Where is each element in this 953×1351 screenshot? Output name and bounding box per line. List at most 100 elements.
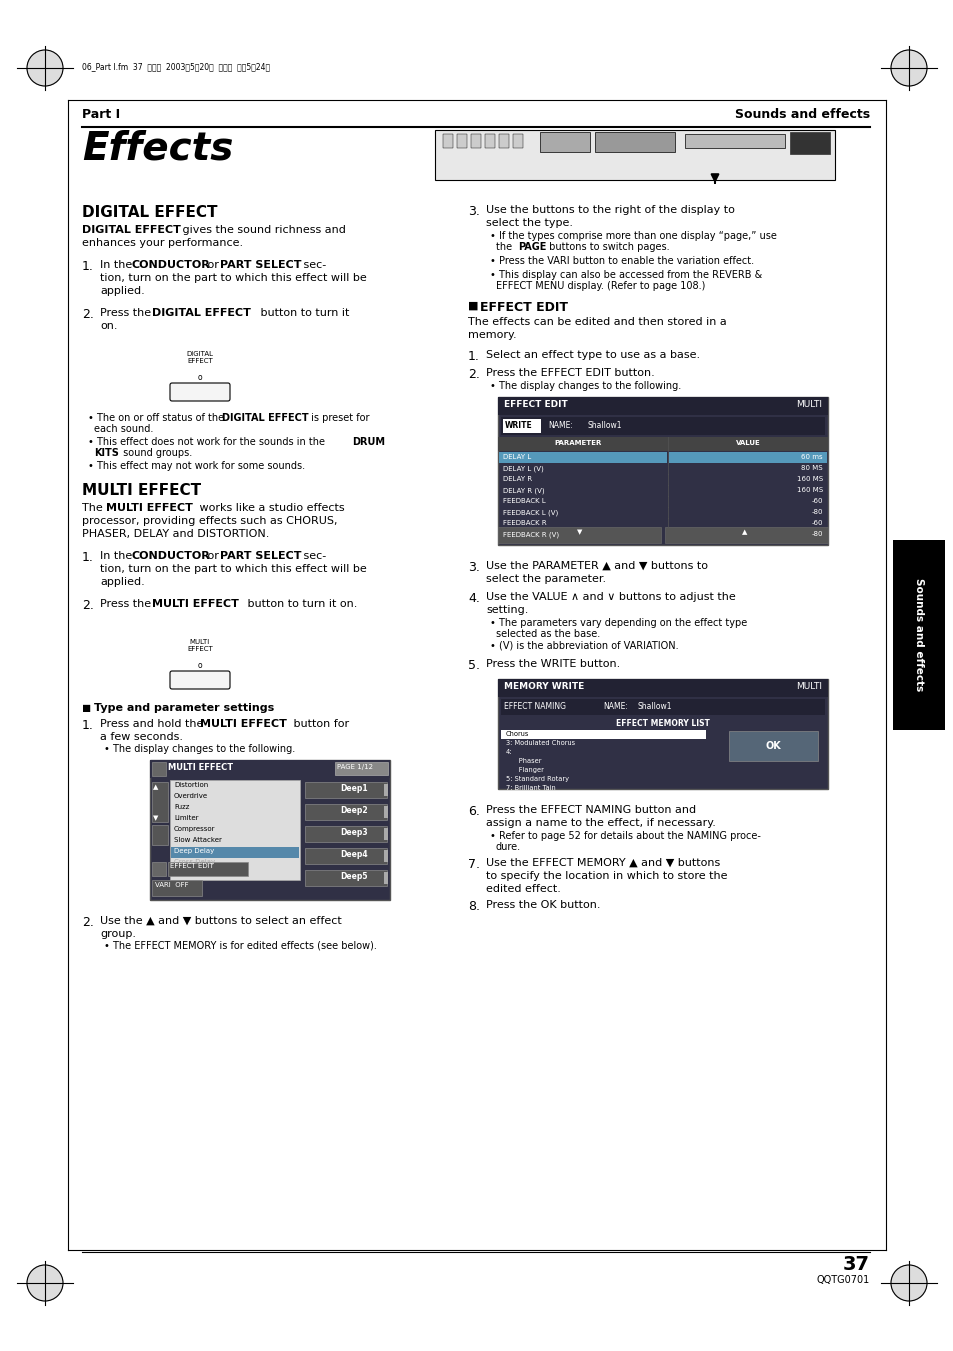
Text: ▲: ▲ <box>741 530 747 535</box>
Bar <box>664 527 827 543</box>
Text: VALUE: VALUE <box>735 440 760 446</box>
Bar <box>892 540 944 730</box>
Text: 60 ms: 60 ms <box>801 454 822 459</box>
Text: DIGITAL EFFECT: DIGITAL EFFECT <box>82 226 181 235</box>
Text: • The EFFECT MEMORY is for edited effects (see below).: • The EFFECT MEMORY is for edited effect… <box>104 942 376 951</box>
Text: 2.: 2. <box>82 598 93 612</box>
Text: Deep5: Deep5 <box>339 871 367 881</box>
Text: the: the <box>496 242 515 253</box>
Text: PHASER, DELAY and DISTORTION.: PHASER, DELAY and DISTORTION. <box>82 530 269 539</box>
Text: 2.: 2. <box>82 916 93 929</box>
Text: to specify the location in which to store the: to specify the location in which to stor… <box>485 871 727 881</box>
Text: 4.: 4. <box>468 592 479 605</box>
Text: enhances your performance.: enhances your performance. <box>82 238 243 249</box>
FancyBboxPatch shape <box>170 382 230 401</box>
Text: selected as the base.: selected as the base. <box>496 630 599 639</box>
Text: Use the EFFECT MEMORY ▲ and ▼ buttons: Use the EFFECT MEMORY ▲ and ▼ buttons <box>485 858 720 867</box>
Text: EFFECT EDIT: EFFECT EDIT <box>503 400 567 409</box>
Text: DIGITAL
EFFECT: DIGITAL EFFECT <box>186 351 213 363</box>
Text: 5.: 5. <box>468 659 479 671</box>
Text: Press the EFFECT EDIT button.: Press the EFFECT EDIT button. <box>485 367 654 378</box>
Text: In the: In the <box>100 551 135 561</box>
Text: button to turn it: button to turn it <box>256 308 349 317</box>
Circle shape <box>890 50 926 86</box>
Bar <box>484 134 495 149</box>
Bar <box>728 731 818 761</box>
Text: ■: ■ <box>468 301 481 311</box>
Bar <box>502 419 540 434</box>
Bar <box>150 761 390 778</box>
Text: • The on or off status of the: • The on or off status of the <box>88 413 227 423</box>
Text: EFFECT EDIT: EFFECT EDIT <box>479 301 567 313</box>
Text: KITS: KITS <box>94 449 119 458</box>
Text: Use the VALUE ∧ and ∨ buttons to adjust the: Use the VALUE ∧ and ∨ buttons to adjust … <box>485 592 735 603</box>
Text: ▲: ▲ <box>152 784 158 790</box>
Text: 37: 37 <box>842 1255 869 1274</box>
Text: • Press the VARI button to enable the variation effect.: • Press the VARI button to enable the va… <box>490 255 753 266</box>
Bar <box>384 784 388 796</box>
Bar <box>305 825 387 842</box>
Text: FEEDBACK R: FEEDBACK R <box>502 520 546 526</box>
Bar <box>384 871 388 884</box>
Text: WRITE: WRITE <box>504 422 532 430</box>
Circle shape <box>890 1265 926 1301</box>
Text: 8: Auto Wah: 8: Auto Wah <box>505 794 546 800</box>
Bar <box>500 730 705 739</box>
Text: Use the buttons to the right of the display to: Use the buttons to the right of the disp… <box>485 205 734 215</box>
Text: sec-: sec- <box>299 551 326 561</box>
Text: -60: -60 <box>811 499 822 504</box>
Text: 4:: 4: <box>505 748 512 755</box>
Text: FEEDBACK L: FEEDBACK L <box>502 499 545 504</box>
Text: DIGITAL EFFECT: DIGITAL EFFECT <box>152 308 251 317</box>
Text: 2.: 2. <box>82 308 93 322</box>
Bar <box>335 762 388 775</box>
Text: PAGE: PAGE <box>517 242 546 253</box>
Bar <box>595 132 675 153</box>
Text: In the: In the <box>100 259 135 270</box>
Bar <box>497 436 827 451</box>
Text: Slow Attacker: Slow Attacker <box>173 838 222 843</box>
Bar <box>305 870 387 886</box>
Bar <box>384 807 388 817</box>
Text: -80: -80 <box>811 531 822 536</box>
Text: Deep2: Deep2 <box>339 807 367 815</box>
Text: MULTI: MULTI <box>795 400 821 409</box>
Text: Press the OK button.: Press the OK button. <box>485 900 599 911</box>
Bar <box>384 828 388 840</box>
Text: Press the: Press the <box>100 598 154 609</box>
Bar <box>497 397 827 415</box>
Text: NAME:: NAME: <box>547 422 572 430</box>
Bar <box>305 804 387 820</box>
Text: sound groups.: sound groups. <box>120 449 193 458</box>
Bar <box>442 134 453 149</box>
Text: Press the: Press the <box>100 308 154 317</box>
Text: MULTI EFFECT: MULTI EFFECT <box>168 763 233 771</box>
Bar <box>500 417 824 435</box>
Text: Deep1: Deep1 <box>339 784 367 793</box>
Bar <box>498 453 666 463</box>
Text: 160 MS: 160 MS <box>796 476 822 482</box>
Bar <box>305 782 387 798</box>
Text: Fuzz: Fuzz <box>173 804 190 811</box>
Text: Press the WRITE button.: Press the WRITE button. <box>485 659 619 669</box>
Text: Overdrive: Overdrive <box>173 793 208 798</box>
Text: 1.: 1. <box>82 719 93 732</box>
Text: or: or <box>204 259 222 270</box>
Text: FEEDBACK R (V): FEEDBACK R (V) <box>502 531 558 538</box>
Bar <box>668 453 826 463</box>
Text: Chorus: Chorus <box>505 731 529 738</box>
Text: edited effect.: edited effect. <box>485 884 560 894</box>
Bar <box>497 680 827 789</box>
Text: MULTI EFFECT: MULTI EFFECT <box>106 503 193 513</box>
Text: The effects can be edited and then stored in a: The effects can be edited and then store… <box>468 317 726 327</box>
Text: setting.: setting. <box>485 605 528 615</box>
Text: on.: on. <box>100 322 117 331</box>
FancyBboxPatch shape <box>435 130 834 180</box>
Text: PART SELECT: PART SELECT <box>220 551 301 561</box>
Text: ◼: ◼ <box>82 703 94 713</box>
Text: DIGITAL EFFECT: DIGITAL EFFECT <box>222 413 309 423</box>
Bar <box>152 762 166 775</box>
Text: Distortion: Distortion <box>173 782 208 788</box>
Text: Flanger: Flanger <box>505 767 543 773</box>
Text: 6.: 6. <box>468 805 479 817</box>
